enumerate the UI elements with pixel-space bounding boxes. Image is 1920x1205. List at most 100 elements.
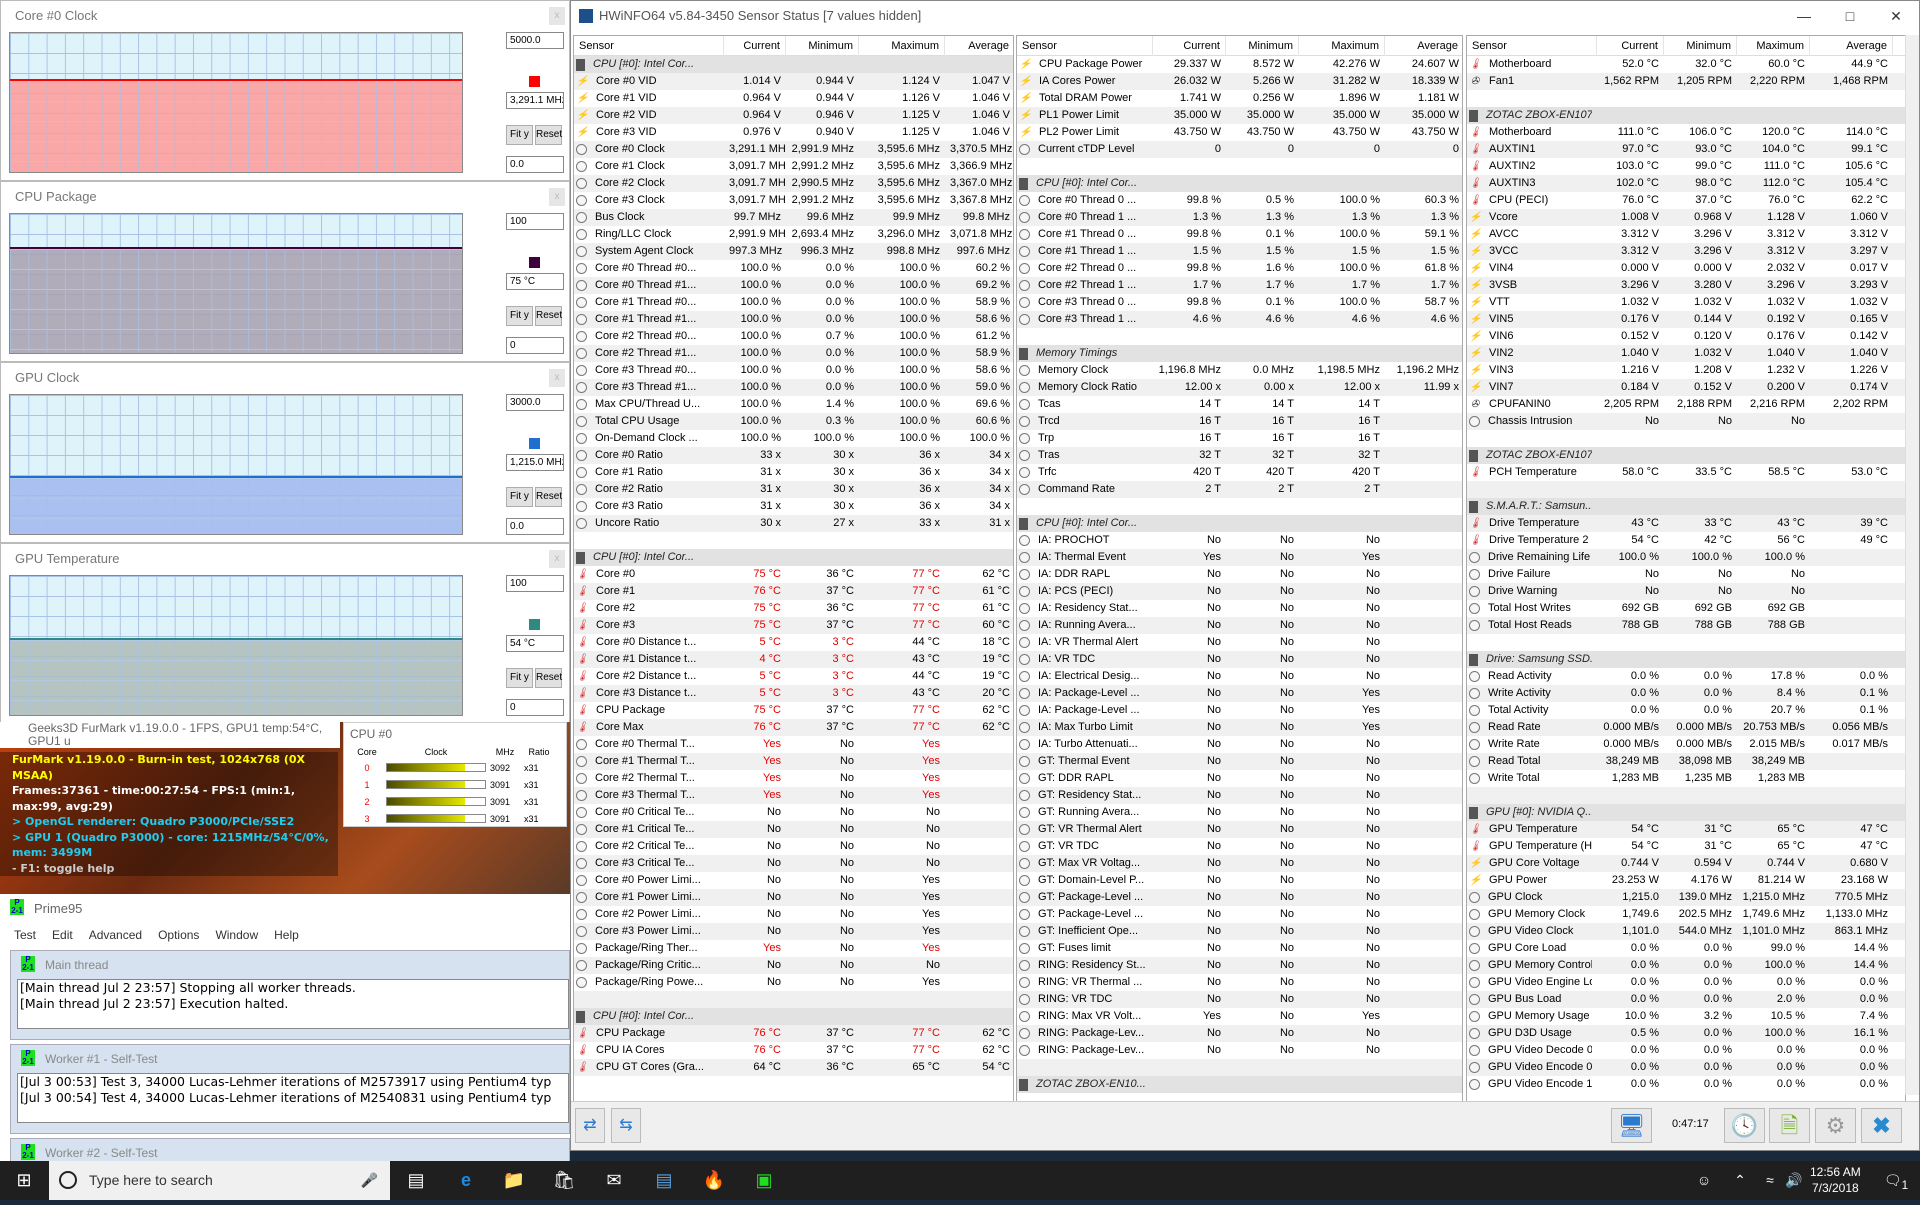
fit-y-button[interactable]: Fit y bbox=[506, 125, 533, 145]
sensor-row[interactable]: GPU D3D Usage 0.5 % 0.0 % 100.0 % 16.1 % bbox=[1467, 1025, 1905, 1042]
hwinfo-taskbar-icon[interactable]: ▤ bbox=[655, 1170, 673, 1190]
sensor-row[interactable]: Core #1 Critical Te... No No No bbox=[574, 821, 1013, 838]
sensor-row[interactable]: Core #3 Thermal T... Yes No Yes bbox=[574, 787, 1013, 804]
sensor-row[interactable]: GPU Video Encode 1 ...0.0 %0.0 %0.0 %0.0… bbox=[1467, 1076, 1905, 1093]
graph-max-input[interactable]: 3000.0 bbox=[506, 394, 564, 411]
sensor-row[interactable]: GT: Package-Level ... No No No bbox=[1017, 889, 1462, 906]
sensor-row[interactable]: Current cTDP Level 0 0 0 0 bbox=[1017, 141, 1462, 158]
sensor-row[interactable]: 🌡 Core #2 Distance t... 5 °C 3 °C 44 °C 19 °C bbox=[574, 668, 1013, 685]
sensor-row[interactable]: ⚡ GPU Core Voltage 0.744 V 0.594 V 0.744 V 0.… bbox=[1467, 855, 1905, 872]
sensor-group-header[interactable]: CPU [#0]: Intel Cor... bbox=[1017, 515, 1462, 532]
sensor-row[interactable]: 🌡 CPU GT Cores (Gra... 64 °C 36 °C 65 °C 54 °… bbox=[574, 1059, 1013, 1076]
sensor-row[interactable]: Core #0 Power Limi... No No Yes bbox=[574, 872, 1013, 889]
sensor-row[interactable]: Core #3 Thread #0... 100.0 % 0.0 % 100.0 % 5… bbox=[574, 362, 1013, 379]
network-icon[interactable]: 🖥 bbox=[1611, 1108, 1652, 1143]
header-sensor[interactable]: Sensor bbox=[574, 36, 724, 56]
sensor-row[interactable]: IA: Residency Stat... No No No bbox=[1017, 600, 1462, 617]
sensor-row[interactable]: Core #3 Thread #1... 100.0 % 0.0 % 100.0 % 5… bbox=[574, 379, 1013, 396]
action-center-icon[interactable]: 🗨1 bbox=[1883, 1172, 1909, 1192]
fit-y-button[interactable]: Fit y bbox=[506, 668, 533, 688]
sensor-row[interactable]: IA: Package-Level ... No No Yes bbox=[1017, 685, 1462, 702]
header-average[interactable]: Average bbox=[945, 36, 1013, 56]
wifi-icon[interactable]: ≈ bbox=[1766, 1172, 1774, 1188]
sensor-row[interactable]: IA: Max Turbo Limit No No Yes bbox=[1017, 719, 1462, 736]
sensor-group-header[interactable]: ZOTAC ZBOX-EN107... bbox=[1467, 447, 1905, 464]
sensor-row[interactable]: IA: Turbo Attenuati... No No No bbox=[1017, 736, 1462, 753]
sensor-group-header[interactable]: CPU [#0]: Intel Cor... bbox=[574, 56, 1013, 73]
header-minimum[interactable]: Minimum bbox=[786, 36, 859, 56]
sensor-row[interactable]: Drive Remaining Life 100.0 % 100.0 % 100.0 … bbox=[1467, 549, 1905, 566]
sensor-row[interactable]: Tcas 14 T 14 T 14 T bbox=[1017, 396, 1462, 413]
sensor-row[interactable]: ⚡ Core #0 VID 1.014 V 0.944 V 1.124 V 1.047 V bbox=[574, 73, 1013, 90]
sensor-row[interactable]: 🌡 Drive Temperature 43 °C 33 °C 43 °C 39 °C bbox=[1467, 515, 1905, 532]
menu-item-test[interactable]: Test bbox=[14, 928, 37, 942]
sensor-row[interactable]: ⚡ VIN2 1.040 V 1.032 V 1.040 V 1.040 V bbox=[1467, 345, 1905, 362]
maximize-button[interactable]: □ bbox=[1845, 8, 1855, 24]
header-minimum[interactable]: Minimum bbox=[1664, 36, 1737, 56]
sensor-row[interactable]: RING: VR Thermal ... No No No bbox=[1017, 974, 1462, 991]
sensor-row[interactable]: ⚡ Total DRAM Power 1.741 W 0.256 W 1.896 W 1.… bbox=[1017, 90, 1462, 107]
clock[interactable]: 12:56 AM 7/3/2018 bbox=[1810, 1164, 1861, 1196]
sensor-row[interactable]: GPU Memory Control... 0.0 % 0.0 % 100.0 % 14… bbox=[1467, 957, 1905, 974]
graph-close-button[interactable]: x bbox=[549, 7, 565, 25]
sensor-row[interactable]: Core #1 Thermal T... Yes No Yes bbox=[574, 753, 1013, 770]
sensor-row[interactable]: Core #0 Thread 0 ... 99.8 % 0.5 % 100.0 % 60… bbox=[1017, 192, 1462, 209]
sensor-group-header[interactable]: ZOTAC ZBOX-EN10... bbox=[1017, 1076, 1462, 1093]
furmark-window[interactable]: Geeks3D FurMark v1.19.0.0 - 1FPS, GPU1 t… bbox=[0, 722, 570, 894]
sensor-row[interactable]: Max CPU/Thread U... 100.0 % 1.4 % 100.0 % 69… bbox=[574, 396, 1013, 413]
microphone-icon[interactable]: 🎤 bbox=[360, 1172, 378, 1188]
sensor-row[interactable]: GPU Memory Clock 1,749.6 202.5 MHz 1,749.6 … bbox=[1467, 906, 1905, 923]
file-explorer-icon[interactable]: 📁 bbox=[502, 1170, 526, 1190]
sensor-row[interactable]: ⚡ VIN7 0.184 V 0.152 V 0.200 V 0.174 V bbox=[1467, 379, 1905, 396]
sensor-row[interactable]: GT: Package-Level ... No No No bbox=[1017, 906, 1462, 923]
sensor-row[interactable]: Read Activity 0.0 % 0.0 % 17.8 % 0.0 % bbox=[1467, 668, 1905, 685]
sensor-row[interactable]: Core #1 Thread #1... 100.0 % 0.0 % 100.0 % 5… bbox=[574, 311, 1013, 328]
minimize-button[interactable]: — bbox=[1797, 8, 1811, 24]
sensor-row[interactable]: Package/Ring Powe... No No Yes bbox=[574, 974, 1013, 991]
sensor-row[interactable]: 🌡 Core #3 75 °C 37 °C 77 °C 60 °C bbox=[574, 617, 1013, 634]
furmark-taskbar-icon[interactable]: 🔥 bbox=[702, 1170, 726, 1190]
sensor-row[interactable]: Core #2 Power Limi... No No Yes bbox=[574, 906, 1013, 923]
sensor-row[interactable]: Package/Ring Ther... Yes No Yes bbox=[574, 940, 1013, 957]
tray-chevron-icon[interactable]: ⌃ bbox=[1734, 1172, 1746, 1188]
sensor-row[interactable]: GT: Max VR Voltag... No No No bbox=[1017, 855, 1462, 872]
header-sensor[interactable]: Sensor bbox=[1467, 36, 1597, 56]
graph-close-button[interactable]: x bbox=[549, 369, 565, 387]
log-file-icon[interactable]: 🗎 bbox=[1769, 1108, 1810, 1143]
gear-icon[interactable]: ⚙ bbox=[1815, 1108, 1856, 1143]
graph-min-input[interactable]: 0.0 bbox=[506, 518, 564, 535]
header-current[interactable]: Current bbox=[724, 36, 786, 56]
sensor-row[interactable]: Write Total 1,283 MB 1,235 MB 1,283 MB bbox=[1467, 770, 1905, 787]
sensor-row[interactable]: Core #3 Clock 3,091.7 MHz 2,991.2 MHz 3,595… bbox=[574, 192, 1013, 209]
sensor-row[interactable]: ⚡ VIN5 0.176 V 0.144 V 0.192 V 0.165 V bbox=[1467, 311, 1905, 328]
sensor-row[interactable]: ⚡ 3VCC 3.312 V 3.296 V 3.312 V 3.297 V bbox=[1467, 243, 1905, 260]
sensor-row[interactable]: Core #1 Thread 1 ... 1.5 % 1.5 % 1.5 % 1.5 % bbox=[1017, 243, 1462, 260]
sensor-row[interactable]: GPU Bus Load 0.0 % 0.0 % 2.0 % 0.0 % bbox=[1467, 991, 1905, 1008]
sensor-group-header[interactable]: CPU [#0]: Intel Cor... bbox=[1017, 175, 1462, 192]
sensor-row[interactable]: Memory Clock Ratio 12.00 x 0.00 x 12.00 x 11… bbox=[1017, 379, 1462, 396]
sensor-row[interactable]: Core #1 Thread 0 ... 99.8 % 0.1 % 100.0 % 59… bbox=[1017, 226, 1462, 243]
sensor-row[interactable]: ⚡ VIN6 0.152 V 0.120 V 0.176 V 0.142 V bbox=[1467, 328, 1905, 345]
sensor-row[interactable]: 🌡 PCH Temperature 58.0 °C 33.5 °C 58.5 °C 53.… bbox=[1467, 464, 1905, 481]
sensor-row[interactable]: Core #1 Thread #0... 100.0 % 0.0 % 100.0 % 5… bbox=[574, 294, 1013, 311]
sensor-row[interactable]: RING: Package-Lev... No No No bbox=[1017, 1025, 1462, 1042]
sensor-row[interactable]: Core #2 Thread #0... 100.0 % 0.7 % 100.0 % 6… bbox=[574, 328, 1013, 345]
sensor-row[interactable]: 🌡 Motherboard 52.0 °C 32.0 °C 60.0 °C 44.9 °C bbox=[1467, 56, 1905, 73]
sensor-row[interactable]: GPU Memory Usage 10.0 % 3.2 % 10.5 % 7.4 % bbox=[1467, 1008, 1905, 1025]
graph-max-input[interactable]: 100 bbox=[506, 213, 564, 230]
sensor-row[interactable]: ⚡ VIN4 0.000 V 0.000 V 2.032 V 0.017 V bbox=[1467, 260, 1905, 277]
sensor-group-header[interactable]: Drive: Samsung SSD... bbox=[1467, 651, 1905, 668]
sensor-row[interactable]: Total Host Reads 788 GB 788 GB 788 GB bbox=[1467, 617, 1905, 634]
reset-button[interactable]: Reset bbox=[535, 306, 562, 326]
sensor-row[interactable]: GT: VR Thermal Alert No No No bbox=[1017, 821, 1462, 838]
sensor-row[interactable]: IA: VR TDC No No No bbox=[1017, 651, 1462, 668]
sensor-row[interactable]: Core #1 Ratio 31 x 30 x 36 x 34 x bbox=[574, 464, 1013, 481]
volume-icon[interactable]: 🔊 bbox=[1785, 1172, 1803, 1188]
sensor-row[interactable]: RING: Package-Lev... No No No bbox=[1017, 1042, 1462, 1059]
reset-button[interactable]: Reset bbox=[535, 125, 562, 145]
header-sensor[interactable]: Sensor bbox=[1017, 36, 1153, 56]
sensor-row[interactable]: 🌡 Core #0 75 °C 36 °C 77 °C 62 °C bbox=[574, 566, 1013, 583]
graph-close-button[interactable]: x bbox=[549, 188, 565, 206]
sensor-row[interactable]: ⚡ VIN3 1.216 V 1.208 V 1.232 V 1.226 V bbox=[1467, 362, 1905, 379]
